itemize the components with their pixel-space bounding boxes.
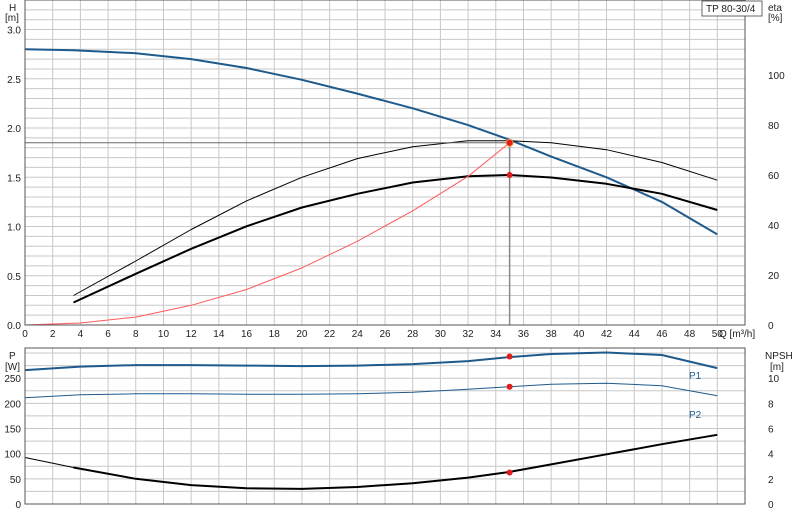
series-p2-line xyxy=(24,382,718,399)
bottom-right-axis-label: NPSH xyxy=(765,351,793,362)
top-curves xyxy=(24,48,718,326)
x-tick-label: 46 xyxy=(656,329,668,340)
x-tick-label: 10 xyxy=(158,329,170,340)
left-tick-label: 200 xyxy=(4,399,21,410)
npsh-point-marker xyxy=(506,469,513,476)
series-2-line xyxy=(73,174,718,304)
series-3-line xyxy=(24,142,510,326)
bottom-left-axis-label: P xyxy=(9,351,16,362)
right-tick-label: 6 xyxy=(768,425,774,436)
top-right-axis-unit: [%] xyxy=(768,13,783,24)
right-tick-label: 0 xyxy=(768,321,774,332)
left-tick-label: 1.0 xyxy=(7,223,21,234)
top-left-axis-unit: [m] xyxy=(5,13,19,24)
x-tick-label: 36 xyxy=(518,329,530,340)
operating-point-marker xyxy=(506,139,513,146)
x-tick-label: 4 xyxy=(78,329,84,340)
x-tick-label: 42 xyxy=(601,329,613,340)
x-tick-label: 48 xyxy=(684,329,696,340)
series-2-line xyxy=(73,433,718,490)
left-tick-label: 0 xyxy=(15,500,21,511)
top-right-axis-label: eta xyxy=(768,3,782,14)
model-badge-box xyxy=(701,0,763,17)
series-3-line xyxy=(24,457,74,468)
x-tick-label: 8 xyxy=(133,329,139,340)
left-tick-label: 2.0 xyxy=(7,124,21,135)
x-tick-label: 18 xyxy=(269,329,281,340)
bottom-curves xyxy=(24,351,718,490)
x-tick-label: 14 xyxy=(213,329,225,340)
left-tick-label: 0.0 xyxy=(7,321,21,332)
right-tick-label: 80 xyxy=(768,121,780,132)
x-tick-label: 34 xyxy=(490,329,502,340)
x-tick-label: 40 xyxy=(573,329,585,340)
left-tick-label: 1.5 xyxy=(7,173,21,184)
plot-frame xyxy=(24,347,746,505)
x-tick-label: 6 xyxy=(105,329,111,340)
x-axis-label: Q [m³/h] xyxy=(719,329,755,340)
bottom-left-axis-unit: [W] xyxy=(5,362,20,373)
left-tick-label: 2.5 xyxy=(7,75,21,86)
left-tick-label: 100 xyxy=(4,450,21,461)
right-tick-label: 0 xyxy=(768,500,774,511)
x-tick-label: 24 xyxy=(352,329,364,340)
right-tick-label: 8 xyxy=(768,399,774,410)
x-tick-label: 20 xyxy=(296,329,308,340)
x-tick-label: 28 xyxy=(407,329,419,340)
left-tick-label: 150 xyxy=(4,425,21,436)
right-tick-label: 20 xyxy=(768,271,780,282)
x-tick-label: 32 xyxy=(463,329,475,340)
left-tick-label: 0.5 xyxy=(7,272,21,283)
x-tick-label: 0 xyxy=(22,329,28,340)
bottom-tick-labels: 0 50 100 150 200 250 0 2 4 6 8 10 xyxy=(4,374,779,511)
efficiency-point-marker xyxy=(506,172,513,178)
x-tick-label: 26 xyxy=(379,329,391,340)
series-label-p2: P2 xyxy=(689,410,702,421)
x-tick-label: 44 xyxy=(629,329,641,340)
x-tick-label: 50 xyxy=(712,329,724,340)
model-badge: TP 80-30/4 xyxy=(706,4,756,15)
x-tick-label: 12 xyxy=(186,329,198,340)
series-label-p1: P1 xyxy=(689,371,702,382)
top-left-axis-label: H xyxy=(9,3,16,14)
bottom-right-axis-unit: [m] xyxy=(770,362,784,373)
p1-point-marker xyxy=(506,353,513,360)
right-tick-label: 60 xyxy=(768,171,780,182)
series-0-line xyxy=(24,48,718,236)
top-grid xyxy=(24,0,746,326)
plot-frame xyxy=(24,0,746,326)
series-p1-line xyxy=(24,351,718,372)
right-tick-label: 4 xyxy=(768,450,774,461)
left-tick-label: 50 xyxy=(10,475,22,486)
right-tick-label: 10 xyxy=(768,374,780,385)
right-tick-label: 100 xyxy=(768,71,785,82)
x-tick-label: 22 xyxy=(324,329,336,340)
x-tick-label: 2 xyxy=(50,329,56,340)
top-frame xyxy=(24,0,746,326)
bottom-grid xyxy=(24,348,746,505)
right-tick-label: 2 xyxy=(768,475,774,486)
left-tick-label: 250 xyxy=(4,374,21,385)
p2-point-marker xyxy=(506,383,513,390)
series-1-line xyxy=(73,140,718,296)
left-tick-label: 3.0 xyxy=(7,26,21,37)
x-tick-label: 38 xyxy=(546,329,558,340)
bottom-frame xyxy=(24,347,746,505)
right-tick-label: 40 xyxy=(768,221,780,232)
x-tick-label: 30 xyxy=(435,329,447,340)
x-tick-label: 16 xyxy=(241,329,253,340)
